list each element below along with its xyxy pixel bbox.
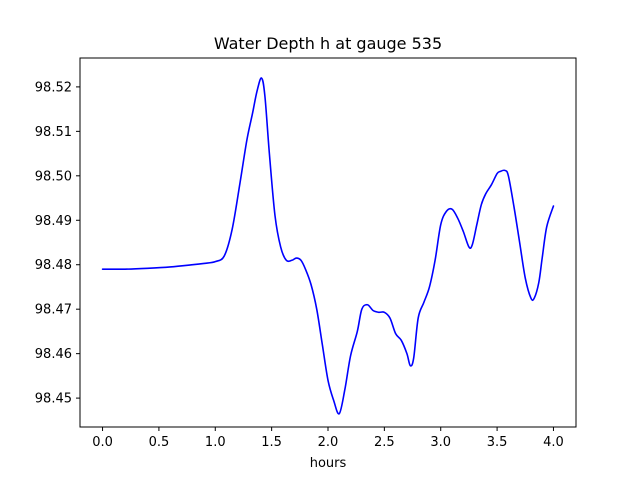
y-tick-label: 98.50 (35, 169, 72, 184)
x-tick-label: 2.0 (318, 435, 339, 450)
y-tick-label: 98.49 (35, 214, 72, 229)
plot-area (101, 77, 555, 415)
x-axis-label: hours (310, 456, 347, 471)
y-axis: 98.45 98.46 98.47 98.48 98.49 98.50 98.51 98.52 (35, 80, 80, 407)
x-tick-label: 4.0 (543, 435, 564, 450)
y-tick-label: 98.45 (35, 392, 72, 407)
x-tick-label: 0.5 (149, 435, 170, 450)
y-tick-label: 98.48 (35, 258, 72, 273)
y-tick-label: 98.52 (35, 80, 72, 95)
x-tick-label: 1.5 (261, 435, 282, 450)
x-tick-label: 3.0 (430, 435, 451, 450)
x-axis: 0.0 0.5 1.0 1.5 2.0 2.5 3.0 3.5 4.0 (92, 427, 564, 450)
y-tick-label: 98.51 (35, 125, 72, 140)
x-tick-label: 2.5 (374, 435, 395, 450)
y-tick-label: 98.47 (35, 303, 72, 318)
x-tick-label: 0.0 (92, 435, 113, 450)
chart-title: Water Depth h at gauge 535 (214, 34, 442, 53)
series-line-water-depth (101, 77, 555, 415)
x-tick-label: 1.0 (205, 435, 226, 450)
x-tick-label: 3.5 (487, 435, 508, 450)
y-tick-label: 98.46 (35, 347, 72, 362)
